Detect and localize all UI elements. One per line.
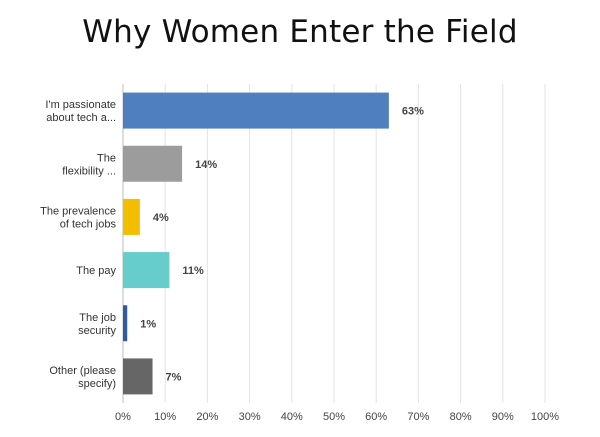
- x-tick-label: 10%: [154, 411, 176, 423]
- x-tick-label: 70%: [407, 411, 429, 423]
- bar: [123, 198, 140, 235]
- x-tick-label: 60%: [365, 411, 387, 423]
- category-label: The prevalence of tech jobs: [40, 205, 116, 230]
- bar: [123, 252, 170, 289]
- category-label: Other (please specify): [49, 365, 116, 390]
- value-label: 7%: [166, 371, 182, 383]
- x-tick-label: 90%: [492, 411, 514, 423]
- category-label: I'm passionate about tech a...: [45, 99, 116, 124]
- chart-title: Why Women Enter the Field: [82, 14, 518, 50]
- value-label: 63%: [402, 106, 424, 118]
- bars: [123, 92, 389, 395]
- value-label: 4%: [153, 212, 169, 224]
- x-tick-label: 30%: [239, 411, 261, 423]
- grid-lines: [122, 84, 546, 403]
- value-label: 11%: [182, 265, 204, 277]
- value-label: 14%: [195, 159, 217, 171]
- x-tick-label: 0%: [115, 411, 131, 423]
- value-label: 1%: [140, 318, 156, 330]
- x-tick-label: 50%: [323, 411, 345, 423]
- x-tick-label: 80%: [450, 411, 472, 423]
- category-label: The job security: [78, 312, 116, 337]
- category-label: The flexibility ...: [62, 152, 116, 177]
- category-label: The pay: [76, 265, 116, 277]
- category-labels: I'm passionate about tech a... The flexibil…: [40, 99, 116, 390]
- bar: [123, 92, 389, 129]
- value-labels: 63% 14% 4% 11% 1% 7%: [140, 106, 424, 384]
- bar: [123, 358, 153, 395]
- x-tick-label: 20%: [196, 411, 218, 423]
- x-axis-ticks: 0% 10% 20% 30% 40% 50% 60% 70% 80% 90% 100%: [115, 411, 559, 423]
- x-tick-label: 100%: [531, 411, 559, 423]
- x-tick-label: 40%: [281, 411, 303, 423]
- bar: [123, 145, 183, 182]
- bar: [123, 305, 128, 342]
